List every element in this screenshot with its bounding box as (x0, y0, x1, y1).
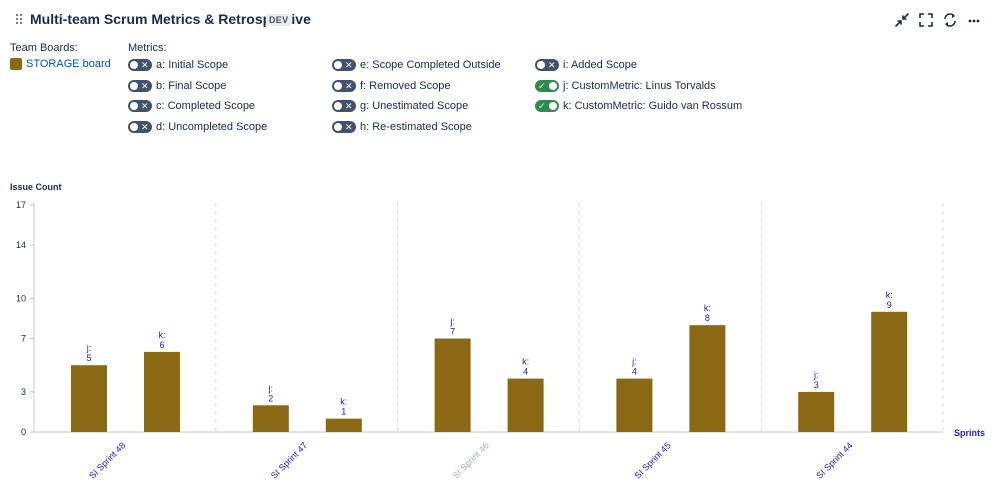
x-icon: ✕ (345, 81, 353, 91)
y-tick-label: 17 (16, 200, 26, 210)
bar-series-label: k: (340, 397, 347, 407)
x-tick-label: SI Sprint 46 (451, 440, 491, 480)
y-tick-label: 7 (21, 334, 26, 344)
toggle-on-icon[interactable]: ✓ (535, 80, 559, 92)
toggle-off-icon[interactable]: ✕ (332, 59, 356, 71)
y-tick-label: 10 (16, 293, 26, 303)
bar-series-label: j: (449, 317, 455, 327)
x-tick-label: SI Sprint 47 (269, 440, 309, 480)
collapse-icon[interactable] (894, 12, 910, 28)
toggle-off-icon[interactable]: ✕ (535, 59, 559, 71)
x-tick-label: SI Sprint 45 (632, 440, 672, 480)
toggle-off-icon[interactable]: ✕ (332, 100, 356, 112)
metric-label: e: Scope Completed Outside (360, 59, 501, 71)
metrics-label: Metrics: (128, 42, 167, 54)
toggle-off-icon[interactable]: ✕ (128, 80, 152, 92)
y-tick-label: 0 (21, 427, 26, 437)
bar-k (325, 418, 362, 432)
bar-j (798, 391, 835, 432)
bar-series-label: j: (268, 383, 274, 393)
metric-label: a: Initial Scope (156, 59, 229, 71)
x-icon: ✕ (548, 60, 556, 70)
x-icon: ✕ (345, 60, 353, 70)
bar-value-label: 6 (159, 340, 164, 350)
check-icon: ✓ (538, 101, 546, 111)
bar-value-label: 3 (814, 380, 819, 390)
bar-series-label: j: (86, 343, 92, 353)
team-boards-label: Team Boards: (10, 42, 78, 54)
metric-label: c: Completed Scope (156, 100, 256, 112)
x-icon: ✕ (141, 60, 149, 70)
widget-title: Multi-team Scrum Metrics & Retrospective (30, 11, 311, 27)
bar-series-label: k: (886, 290, 893, 300)
board-color-swatch (10, 58, 22, 70)
toggle-off-icon[interactable]: ✕ (128, 121, 152, 133)
bar-k (871, 311, 908, 432)
x-icon: ✕ (141, 81, 149, 91)
x-icon: ✕ (345, 122, 353, 132)
y-tick-label: 3 (21, 387, 26, 397)
y-axis-label: Issue Count (10, 182, 62, 192)
bar-k (689, 325, 726, 432)
bar-series-label: j: (813, 370, 819, 380)
fullscreen-icon[interactable] (918, 12, 934, 28)
board-label[interactable]: STORAGE board (26, 58, 111, 70)
metric-label: d: Uncompleted Scope (156, 121, 268, 133)
bar-value-label: 2 (268, 393, 273, 403)
x-icon: ✕ (141, 122, 149, 132)
metric-label: g: Unestimated Scope (360, 100, 469, 112)
bar-value-label: 4 (632, 367, 637, 377)
refresh-icon[interactable] (942, 12, 958, 28)
toggle-off-icon[interactable]: ✕ (332, 121, 356, 133)
x-tick-label: SI Sprint 44 (814, 440, 854, 480)
bar-value-label: 8 (705, 313, 710, 323)
bar-series-label: k: (704, 303, 711, 313)
metric-label: b: Final Scope (156, 80, 227, 92)
bar-value-label: 4 (523, 367, 528, 377)
bar-k (144, 351, 180, 432)
drag-handle-icon[interactable] (16, 14, 24, 26)
x-icon: ✕ (141, 101, 149, 111)
x-tick-label: SI Sprint 48 (87, 440, 127, 480)
bar-k (507, 378, 544, 432)
metric-label: i: Added Scope (563, 59, 638, 71)
metric-label: f: Removed Scope (360, 80, 451, 92)
bar-series-label: j: (631, 357, 637, 367)
metric-label: k: CustomMetric: Guido van Rossum (563, 100, 743, 112)
bar-j (616, 378, 653, 432)
bar-j (434, 338, 471, 432)
y-tick-label: 14 (16, 240, 26, 250)
bar-value-label: 9 (887, 300, 892, 310)
bar-j (252, 405, 289, 432)
bar-value-label: 5 (86, 353, 91, 363)
bar-series-label: k: (522, 357, 529, 367)
bar-series-label: k: (158, 330, 165, 340)
metric-label: h: Re-estimated Scope (360, 121, 472, 133)
metric-label: j: CustomMetric: Linus Torvalds (563, 80, 716, 92)
toggle-on-icon[interactable]: ✓ (535, 100, 559, 112)
check-icon: ✓ (538, 81, 546, 91)
toggle-off-icon[interactable]: ✕ (128, 100, 152, 112)
more-icon[interactable] (966, 12, 982, 28)
widget-header: Multi-team Scrum Metrics & Retrospective… (0, 0, 999, 40)
bar-j (71, 365, 107, 432)
dev-badge: DEV (266, 14, 292, 26)
bar-value-label: 1 (341, 407, 346, 417)
x-axis-label: Sprints (954, 428, 985, 438)
bar-value-label: 7 (450, 327, 455, 337)
toggle-off-icon[interactable]: ✕ (332, 80, 356, 92)
x-icon: ✕ (345, 101, 353, 111)
toggle-off-icon[interactable]: ✕ (128, 59, 152, 71)
